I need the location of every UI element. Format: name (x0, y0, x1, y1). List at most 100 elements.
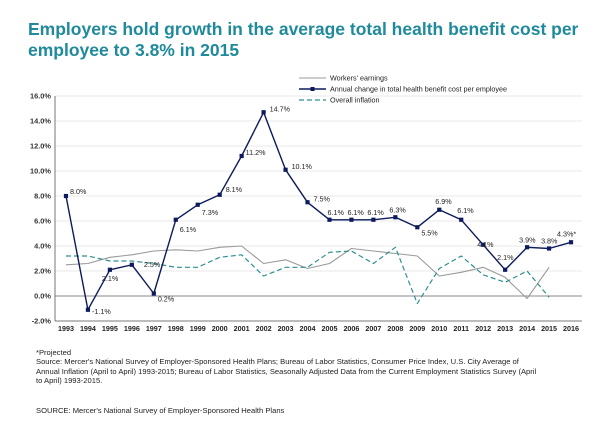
x-tick-label: 2014 (519, 324, 535, 333)
projected-note: *Projected (36, 348, 72, 357)
benefit-cost-marker (151, 291, 156, 296)
y-tick-label: -2.0% (32, 317, 52, 326)
x-tick-label: 2016 (563, 324, 579, 333)
x-tick-label: 1999 (190, 324, 206, 333)
x-tick-label: 2003 (278, 324, 294, 333)
source-note-line-1: Source: Mercer's National Survey of Empl… (36, 357, 519, 367)
data-label: 6.9% (435, 197, 452, 206)
x-tick-label: 1995 (102, 324, 118, 333)
x-tick-label: 2009 (409, 324, 425, 333)
x-tick-label: 2006 (343, 324, 359, 333)
y-tick-label: 6.0% (34, 217, 51, 226)
data-label: 2.5% (144, 260, 161, 269)
data-label: 6.1% (367, 208, 384, 217)
data-label: 6.3% (389, 205, 406, 214)
source-bottom: SOURCE: Mercer's National Survey of Empl… (36, 406, 285, 415)
y-tick-label: 16.0% (30, 92, 51, 101)
benefit-cost-marker (63, 193, 69, 199)
data-label: 10.1% (292, 162, 313, 171)
benefit-cost-marker (283, 167, 288, 172)
y-tick-label: 10.0% (30, 167, 51, 176)
data-label: 14.7% (270, 104, 291, 113)
legend-benefit-cost-label: Annual change in total health benefit co… (330, 85, 507, 94)
data-labels: 8.0% -1.1% 2.1% 2.5% 0.2% 6.1% 7.3% 8.1% 11.2% 14… (70, 104, 576, 316)
footnotes: *Projected Source: Mercer's National Sur… (36, 348, 596, 386)
axes: -2.0% 0.0% 2.0% 4.0% 6.0% 8.0% 10.0% 12.0% 14.0%… (30, 92, 582, 333)
benefit-cost-marker (305, 200, 310, 205)
x-tick-label: 1998 (168, 324, 184, 333)
benefit-cost-marker (415, 225, 420, 230)
chart-title-line-2: employee to 3.8% in 2015 (28, 40, 240, 60)
x-tick-label: 1996 (124, 324, 140, 333)
benefit-cost-marker (107, 267, 112, 272)
data-label: 4.3%* (557, 229, 576, 238)
benefit-cost-marker (217, 192, 222, 197)
benefit-cost-marker (327, 217, 332, 222)
x-tick-label: 2010 (431, 324, 447, 333)
y-tick-label: 8.0% (34, 192, 51, 201)
legend-benefit-cost-marker (310, 87, 315, 91)
x-tick-label: 2011 (453, 324, 469, 333)
gridlines (55, 95, 582, 322)
data-label: 6.1% (327, 208, 344, 217)
data-label: 7.3% (202, 208, 219, 217)
data-label: 2.1% (102, 274, 119, 283)
benefit-cost-marker (503, 267, 508, 272)
y-tick-label: 12.0% (30, 142, 51, 151)
earnings-series-line (65, 245, 550, 300)
data-label: 6.1% (457, 206, 474, 215)
benefit-cost-marker (349, 217, 354, 222)
benefit-cost-marker (459, 217, 464, 222)
x-tick-label: 2004 (300, 324, 316, 333)
chart-title-line-1: Employers hold growth in the average tot… (28, 19, 579, 39)
x-tick-label: 2005 (321, 324, 337, 333)
data-label: 0.2% (158, 295, 175, 304)
benefit-cost-marker (546, 246, 552, 251)
benefit-cost-marker (239, 153, 244, 159)
y-tick-label: 0.0% (34, 292, 51, 301)
source-note-line-2: Annual Inflation (April to April) 1993-2… (36, 366, 537, 376)
benefit-cost-marker (393, 215, 398, 220)
y-tick-label: 14.0% (30, 117, 51, 126)
legend-inflation-label: Overall inflation (330, 96, 380, 105)
benefit-cost-marker (371, 217, 376, 222)
x-tick-label: 2001 (234, 324, 250, 333)
benefit-cost-marker (129, 262, 134, 267)
benefit-cost-marker (85, 307, 91, 312)
data-label: 5.5% (421, 228, 438, 237)
x-tick-label: 1994 (80, 324, 96, 333)
benefit-cost-marker (261, 110, 266, 115)
benefit-cost-marker (437, 207, 442, 212)
x-tick-label: 2013 (497, 324, 513, 333)
data-label: 8.1% (226, 185, 243, 194)
data-label: 3.9% (519, 235, 536, 244)
benefit-cost-series-line (65, 111, 572, 311)
line-chart: -2.0% 0.0% 2.0% 4.0% 6.0% 8.0% 10.0% 12.0% 14.0%… (30, 74, 582, 333)
data-label: 2.1% (497, 253, 514, 262)
x-tick-label: 1997 (146, 324, 162, 333)
benefit-cost-marker (195, 202, 200, 207)
y-tick-label: 2.0% (34, 267, 51, 276)
x-tick-label: 2000 (212, 324, 228, 333)
benefit-cost-marker (173, 217, 178, 222)
data-label: 3.8% (541, 237, 558, 246)
x-tick-label: 2015 (541, 324, 557, 333)
data-label: 6.1% (180, 225, 197, 234)
source-note-line-3: to April) 1993-2015. (36, 376, 103, 386)
data-label: 4.1% (477, 240, 494, 249)
chart-title: Employers hold growth in the average tot… (28, 19, 588, 61)
x-tick-label: 2008 (387, 324, 403, 333)
x-tick-label: 2007 (365, 324, 381, 333)
series-lines (63, 110, 574, 312)
benefit-cost-marker (525, 245, 530, 250)
inflation-series-line (66, 246, 550, 305)
data-label: 7.5% (314, 194, 331, 203)
data-label: 11.2% (246, 148, 266, 157)
y-tick-label: 4.0% (34, 242, 51, 251)
x-tick-label: 2012 (475, 324, 491, 333)
data-label: 6.1% (347, 208, 364, 217)
legend: Workers' earnings Annual change in total … (299, 74, 507, 105)
benefit-cost-marker (568, 240, 574, 245)
x-tick-label: 2002 (256, 324, 272, 333)
data-label: -1.1% (92, 307, 111, 316)
